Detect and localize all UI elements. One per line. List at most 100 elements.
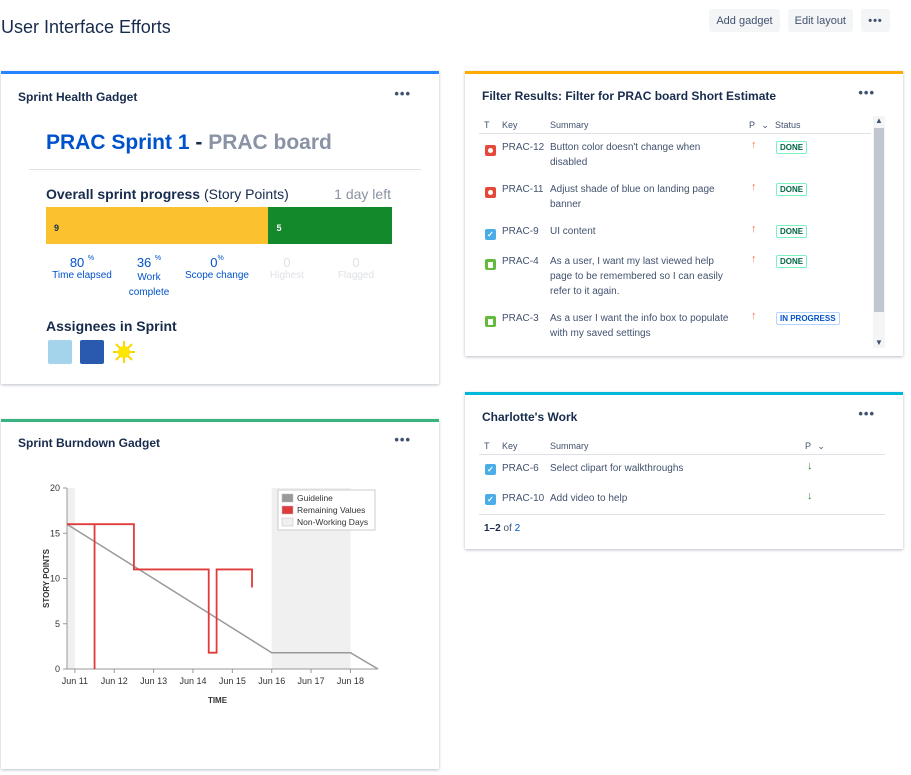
gadget-menu-button[interactable]: •••	[394, 86, 411, 101]
gadget-title: Sprint Burndown Gadget	[18, 436, 160, 450]
legend-label: Remaining Values	[297, 505, 365, 515]
status-badge: DONE	[776, 255, 808, 268]
gadget-menu-button[interactable]: •••	[394, 432, 411, 447]
footer-divider	[479, 514, 885, 515]
x-tick-label: Jun 14	[179, 676, 206, 686]
add-gadget-button[interactable]: Add gadget	[709, 9, 780, 32]
avatar[interactable]	[80, 340, 104, 364]
assignee-avatars	[48, 340, 136, 364]
sprint-health-gadget: Sprint Health Gadget ••• PRAC Sprint 1 -…	[1, 71, 439, 384]
legend-label: Guideline	[297, 493, 333, 503]
task-checkbox-icon: ✓	[485, 464, 496, 475]
x-tick-label: Jun 17	[298, 676, 325, 686]
task-checkbox-icon: ✓	[485, 494, 496, 505]
table-row[interactable]: PRAC-12 Button color doesn't change when …	[479, 139, 871, 179]
table-row[interactable]: ✓ PRAC-9 UI content ↑ DONE	[479, 223, 871, 263]
issue-summary-link[interactable]: Button color doesn't change when disable…	[550, 142, 701, 168]
issue-summary-link[interactable]: As a user I want the info box to populat…	[550, 313, 729, 339]
column-header-priority[interactable]: P ⌄	[805, 441, 825, 452]
issue-key-link[interactable]: PRAC-12	[502, 142, 545, 153]
priority-high-icon: ↑	[751, 223, 757, 235]
pagination: 1–2 of 2	[484, 523, 520, 534]
scrollbar-thumb[interactable]	[874, 128, 884, 312]
stat-label: Time elapsed	[52, 270, 112, 281]
issue-key-link[interactable]: PRAC-4	[502, 256, 539, 267]
divider	[29, 169, 421, 170]
column-header-priority[interactable]: P ⌄	[749, 120, 769, 131]
chart-legend	[277, 489, 376, 531]
x-tick-label: Jun 13	[140, 676, 167, 686]
table-row[interactable]: ✓ PRAC-10 Add video to help ↓	[479, 490, 885, 512]
table-row[interactable]: ✓ PRAC-6 Select clipart for walkthroughs ↓	[479, 460, 885, 482]
priority-high-icon: ↑	[751, 253, 757, 265]
bug-icon	[485, 145, 496, 156]
x-tick-label: Jun 12	[101, 676, 128, 686]
status-badge: DONE	[776, 141, 808, 154]
stat-unit: %	[217, 255, 224, 262]
top-actions: Add gadget Edit layout •••	[709, 9, 890, 32]
progress-label-bold: Overall sprint progress	[46, 186, 201, 202]
y-tick-label: 20	[50, 483, 60, 493]
stat-value: 0	[210, 255, 218, 270]
x-axis-label: TIME	[208, 696, 228, 705]
paging-of: of	[500, 523, 515, 534]
more-actions-button[interactable]: •••	[861, 9, 890, 32]
column-header-key[interactable]: Key	[502, 441, 518, 451]
gadget-menu-button[interactable]: •••	[858, 406, 875, 421]
table-row[interactable]: PRAC-4 As a user, I want my last viewed h…	[479, 253, 871, 297]
avatar[interactable]	[112, 340, 136, 364]
avatar[interactable]	[48, 340, 72, 364]
edit-layout-button[interactable]: Edit layout	[787, 9, 853, 32]
charlottes-work-gadget: Charlotte's Work ••• T Key Summary P ⌄ ✓…	[465, 392, 903, 549]
story-bookmark-icon	[485, 259, 496, 270]
x-tick-label: Jun 18	[337, 676, 364, 686]
paging-range: 1–2	[484, 523, 501, 534]
issue-summary-link[interactable]: UI content	[550, 226, 596, 237]
issue-key-link[interactable]: PRAC-10	[502, 493, 545, 504]
issue-key-link[interactable]: PRAC-3	[502, 313, 539, 324]
charlotte-table: T Key Summary P ⌄ ✓ PRAC-6 Select clipart …	[479, 438, 885, 518]
paging-total-link[interactable]: 2	[514, 523, 521, 534]
y-tick-label: 5	[55, 619, 60, 629]
gadget-title: Filter Results: Filter for PRAC board Sh…	[482, 89, 777, 103]
issue-summary-link[interactable]: As a user, I want my last viewed help pa…	[550, 256, 723, 297]
stat-label: Flagged	[337, 270, 375, 281]
header-divider	[479, 454, 885, 455]
assignees-title: Assignees in Sprint	[46, 318, 177, 334]
y-axis-label: STORY POINTS	[42, 548, 51, 608]
column-header-type[interactable]: T	[484, 441, 490, 451]
issue-summary-link[interactable]: Adjust shade of blue on landing page ban…	[550, 184, 715, 210]
column-header-summary[interactable]: Summary	[550, 120, 589, 130]
days-left: 1 day left	[334, 186, 391, 202]
y-tick-label: 15	[50, 528, 60, 538]
column-header-summary[interactable]: Summary	[550, 441, 589, 451]
filter-results-table: T Key Summary P ⌄ Status PRAC-12 Button c…	[479, 116, 871, 348]
sprint-name-link[interactable]: PRAC Sprint 1	[46, 131, 190, 154]
remaining-values-series	[67, 523, 253, 669]
issue-summary-link[interactable]: Select clipart for walkthroughs	[550, 463, 684, 474]
legend-swatch	[281, 505, 294, 515]
guideline-series	[66, 523, 379, 670]
story-bookmark-icon	[485, 316, 496, 327]
issue-summary-link[interactable]: Add video to help	[550, 493, 628, 504]
issue-key-link[interactable]: PRAC-11	[502, 184, 544, 195]
progress-label: Overall sprint progress (Story Points)	[46, 186, 289, 202]
column-header-type[interactable]: T	[484, 120, 490, 130]
table-row[interactable]: PRAC-3 As a user I want the info box to p…	[479, 310, 871, 350]
priority-header-label: P	[749, 120, 755, 130]
priority-high-icon: ↑	[751, 181, 757, 193]
issue-key-link[interactable]: PRAC-9	[502, 226, 539, 237]
priority-low-icon: ↓	[807, 490, 813, 502]
column-header-status[interactable]: Status	[775, 120, 801, 130]
bug-icon	[485, 187, 496, 198]
task-checkbox-icon: ✓	[485, 229, 496, 240]
scroll-up-arrow-icon[interactable]: ▲	[875, 116, 883, 125]
gadget-menu-button[interactable]: •••	[858, 85, 875, 100]
issue-key-link[interactable]: PRAC-6	[502, 463, 539, 474]
column-header-key[interactable]: Key	[502, 120, 518, 130]
scroll-down-arrow-icon[interactable]: ▼	[875, 338, 883, 347]
gadget-title: Sprint Health Gadget	[18, 90, 138, 104]
table-row[interactable]: PRAC-11 Adjust shade of blue on landing p…	[479, 181, 871, 221]
y-tick-label: 10	[50, 574, 60, 584]
legend-swatch	[281, 493, 294, 503]
